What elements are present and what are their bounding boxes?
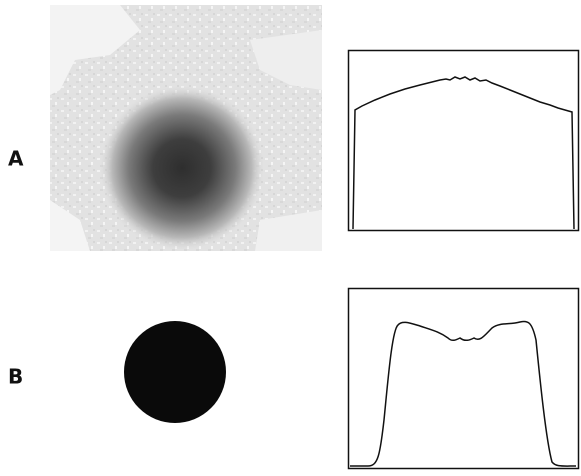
image-a xyxy=(50,5,322,251)
panel-label: A xyxy=(8,147,24,171)
figure: A B xyxy=(0,0,581,472)
image-b xyxy=(124,321,226,423)
profile-a xyxy=(349,51,579,231)
panel-label: B xyxy=(8,365,23,389)
profile-b xyxy=(349,289,579,469)
